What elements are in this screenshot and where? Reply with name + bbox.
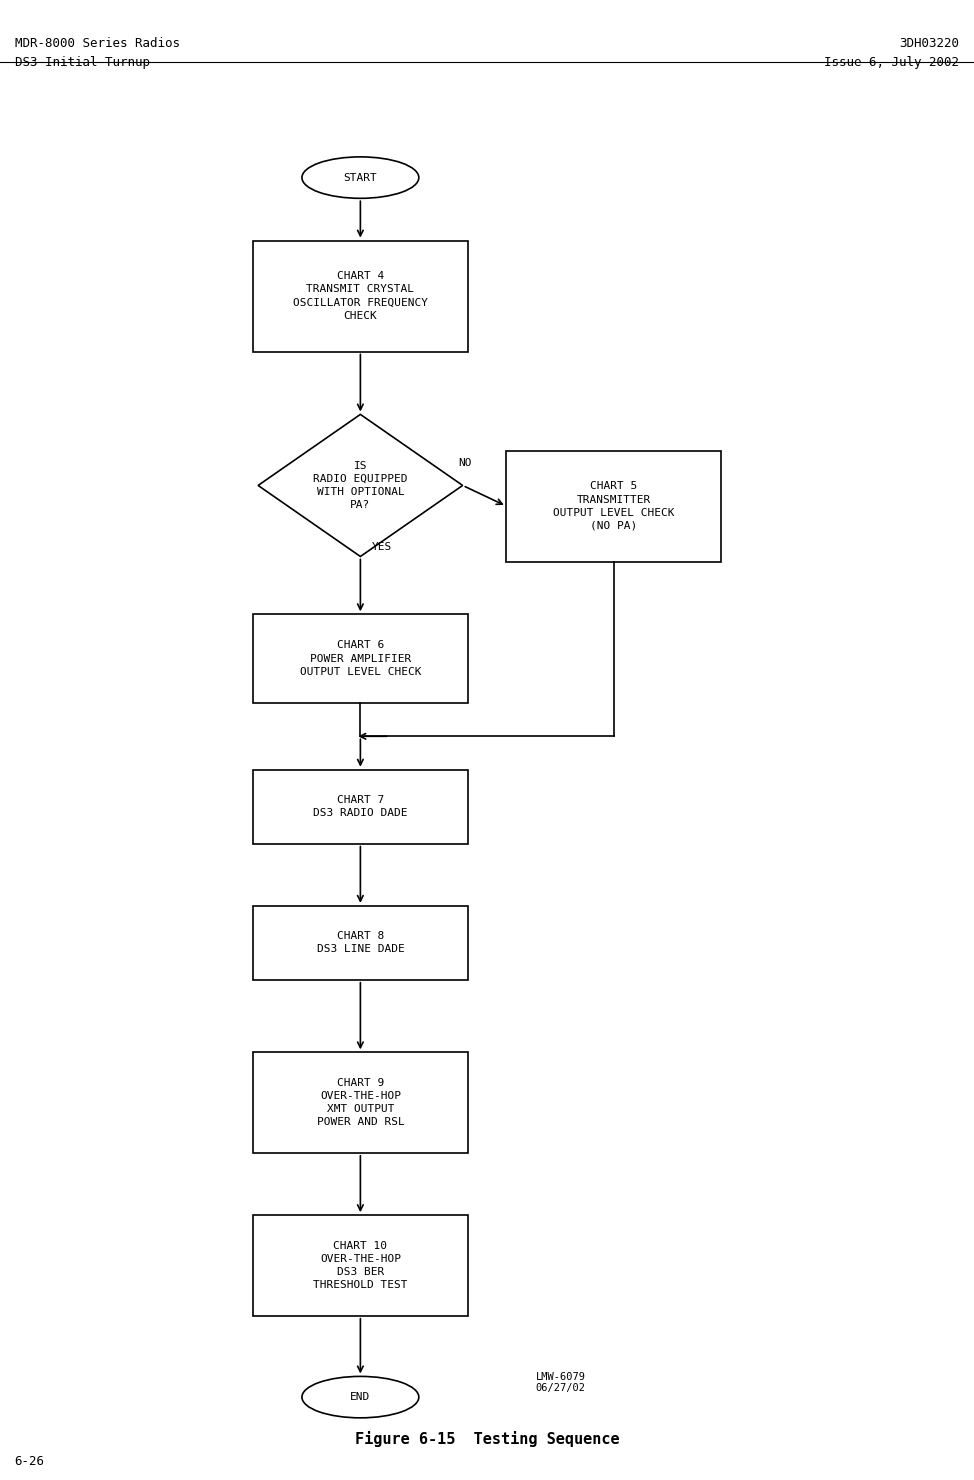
Text: MDR-8000 Series Radios: MDR-8000 Series Radios bbox=[15, 37, 179, 50]
Text: CHART 5
TRANSMITTER
OUTPUT LEVEL CHECK
(NO PA): CHART 5 TRANSMITTER OUTPUT LEVEL CHECK (… bbox=[553, 481, 674, 531]
Text: 6-26: 6-26 bbox=[15, 1455, 45, 1468]
Text: LMW-6079
06/27/02: LMW-6079 06/27/02 bbox=[536, 1372, 585, 1393]
Text: CHART 7
DS3 RADIO DADE: CHART 7 DS3 RADIO DADE bbox=[313, 795, 408, 818]
Text: CHART 9
OVER-THE-HOP
XMT OUTPUT
POWER AND RSL: CHART 9 OVER-THE-HOP XMT OUTPUT POWER AN… bbox=[317, 1077, 404, 1128]
Text: Issue 6, July 2002: Issue 6, July 2002 bbox=[824, 56, 959, 70]
Text: Figure 6-15  Testing Sequence: Figure 6-15 Testing Sequence bbox=[355, 1431, 619, 1447]
Text: NO: NO bbox=[459, 457, 471, 468]
Text: CHART 10
OVER-THE-HOP
DS3 BER
THRESHOLD TEST: CHART 10 OVER-THE-HOP DS3 BER THRESHOLD … bbox=[313, 1240, 408, 1291]
Text: 3DH03220: 3DH03220 bbox=[899, 37, 959, 50]
Text: CHART 6
POWER AMPLIFIER
OUTPUT LEVEL CHECK: CHART 6 POWER AMPLIFIER OUTPUT LEVEL CHE… bbox=[300, 641, 421, 676]
Text: START: START bbox=[344, 173, 377, 182]
Text: IS
RADIO EQUIPPED
WITH OPTIONAL
PA?: IS RADIO EQUIPPED WITH OPTIONAL PA? bbox=[313, 460, 408, 511]
Text: END: END bbox=[351, 1393, 370, 1402]
Text: CHART 4
TRANSMIT CRYSTAL
OSCILLATOR FREQUENCY
CHECK: CHART 4 TRANSMIT CRYSTAL OSCILLATOR FREQ… bbox=[293, 271, 428, 321]
Text: YES: YES bbox=[372, 542, 393, 552]
Text: DS3 Initial Turnup: DS3 Initial Turnup bbox=[15, 56, 150, 70]
Text: CHART 8
DS3 LINE DADE: CHART 8 DS3 LINE DADE bbox=[317, 931, 404, 955]
